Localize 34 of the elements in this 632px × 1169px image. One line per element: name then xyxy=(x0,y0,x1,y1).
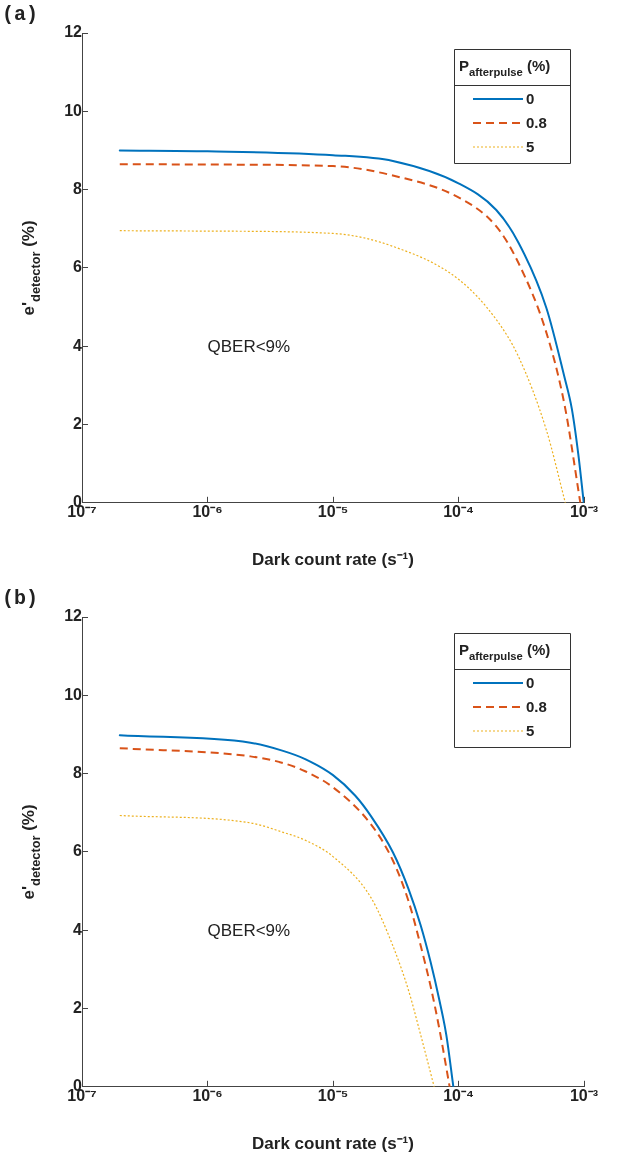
y-tick-label: 2 xyxy=(73,414,83,432)
x-tick-label: 10⁻³ xyxy=(569,1086,599,1104)
y-tick-label: 10 xyxy=(64,685,83,703)
x-axis-title: Dark count rate (s⁻¹) xyxy=(252,1133,414,1153)
x-tick-label: 10⁻⁶ xyxy=(192,1086,223,1104)
y-tick-label: 6 xyxy=(73,842,83,860)
y-tick-label: 6 xyxy=(73,258,83,276)
x-tick-label: 10⁻⁴ xyxy=(443,502,474,520)
legend-label: 0 xyxy=(526,674,535,692)
x-tick-label: 10⁻³ xyxy=(569,502,599,520)
chart-title: (b) xyxy=(2,587,39,610)
y-tick-label: 4 xyxy=(73,336,83,354)
legend-label: 5 xyxy=(526,138,535,156)
x-tick-label: 10⁻⁶ xyxy=(192,502,223,520)
legend-label: 0.8 xyxy=(526,114,547,132)
legend-label: 5 xyxy=(526,722,535,740)
y-tick-label: 12 xyxy=(64,23,83,41)
y-tick-label: 10 xyxy=(64,101,83,119)
x-tick-label: 10⁻⁴ xyxy=(443,1086,474,1104)
x-tick-label: 10⁻⁵ xyxy=(317,1086,349,1104)
legend-label: 0.8 xyxy=(526,698,547,716)
y-axis-title: e'detector (%) xyxy=(19,804,43,900)
annotation: QBER<9% xyxy=(207,921,291,941)
annotation: QBER<9% xyxy=(207,337,291,357)
legend-label: 0 xyxy=(526,90,535,108)
y-tick-label: 8 xyxy=(73,180,83,198)
y-tick-label: 2 xyxy=(73,998,83,1016)
y-tick-label: 8 xyxy=(73,764,83,782)
y-tick-label: 12 xyxy=(64,607,83,625)
x-tick-label: 10⁻⁵ xyxy=(317,502,349,520)
chart-title: (a) xyxy=(2,3,39,26)
y-axis-title: e'detector (%) xyxy=(19,220,43,316)
y-tick-label: 4 xyxy=(73,920,83,938)
x-axis-title: Dark count rate (s⁻¹) xyxy=(252,549,414,569)
